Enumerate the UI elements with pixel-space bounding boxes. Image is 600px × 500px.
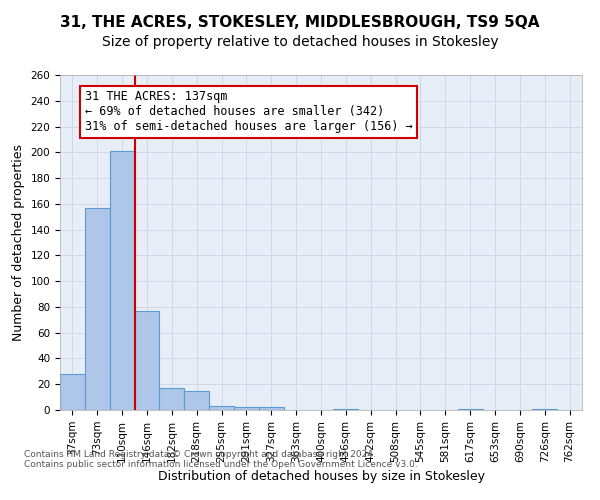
Bar — [160, 388, 184, 410]
Bar — [110, 151, 134, 410]
Bar — [134, 311, 160, 410]
Text: 31, THE ACRES, STOKESLEY, MIDDLESBROUGH, TS9 5QA: 31, THE ACRES, STOKESLEY, MIDDLESBROUGH,… — [60, 15, 540, 30]
Bar — [209, 406, 234, 410]
Bar — [60, 374, 85, 410]
Text: 31 THE ACRES: 137sqm
← 69% of detached houses are smaller (342)
31% of semi-deta: 31 THE ACRES: 137sqm ← 69% of detached h… — [85, 90, 413, 134]
Text: Contains HM Land Registry data © Crown copyright and database right 2024.
Contai: Contains HM Land Registry data © Crown c… — [24, 450, 418, 469]
Bar — [234, 408, 259, 410]
Bar — [458, 408, 482, 410]
Bar — [184, 390, 209, 410]
Bar — [334, 408, 358, 410]
Bar — [85, 208, 110, 410]
Bar — [532, 408, 557, 410]
X-axis label: Distribution of detached houses by size in Stokesley: Distribution of detached houses by size … — [157, 470, 485, 483]
Text: Size of property relative to detached houses in Stokesley: Size of property relative to detached ho… — [101, 35, 499, 49]
Y-axis label: Number of detached properties: Number of detached properties — [12, 144, 25, 341]
Bar — [259, 408, 284, 410]
